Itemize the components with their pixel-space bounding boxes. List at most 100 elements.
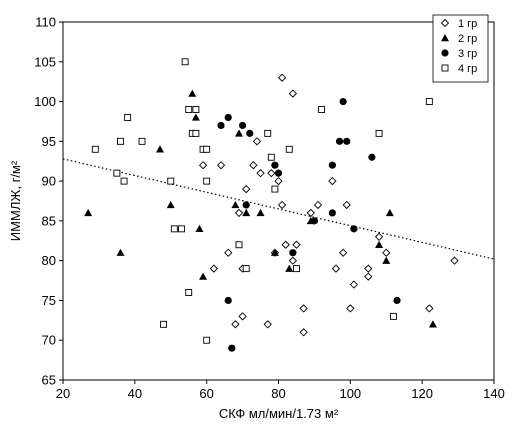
data-point	[375, 129, 383, 137]
x-tick-label: 60	[199, 386, 213, 401]
data-point	[167, 177, 175, 185]
data-point	[299, 328, 308, 337]
legend-marker	[441, 34, 449, 42]
data-point	[242, 208, 251, 217]
data-point	[252, 137, 262, 146]
data-point	[246, 129, 254, 137]
data-point	[339, 248, 348, 257]
data-point	[117, 137, 124, 145]
data-point	[91, 145, 99, 153]
data-point	[178, 225, 185, 233]
data-point	[256, 169, 265, 178]
data-point	[267, 169, 276, 178]
x-tick-label: 100	[339, 386, 361, 401]
data-point	[231, 320, 240, 329]
data-point	[217, 121, 225, 130]
trend-line	[62, 158, 495, 260]
data-point	[285, 264, 294, 272]
y-axis-ticks: 65 70 75 80 85 90 95 100 105 110	[34, 15, 63, 388]
y-tick-label: 100	[34, 94, 56, 109]
legend-marker	[441, 49, 449, 57]
data-point	[203, 145, 211, 153]
data-point	[310, 217, 319, 225]
x-tick-label: 20	[56, 386, 70, 401]
data-point	[274, 176, 283, 186]
data-point	[192, 106, 200, 113]
legend-marker	[441, 64, 449, 72]
data-point	[199, 272, 208, 280]
data-point	[274, 169, 283, 177]
data-point	[331, 264, 341, 273]
data-point	[209, 264, 218, 273]
data-point	[113, 169, 121, 177]
y-tick-label: 85	[42, 213, 56, 228]
data-point	[339, 97, 347, 106]
data-point	[289, 249, 297, 257]
legend-marker	[440, 18, 450, 28]
data-point	[318, 106, 326, 113]
data-point	[195, 224, 204, 233]
data-point	[328, 209, 336, 217]
data-point	[192, 129, 200, 137]
data-point	[425, 98, 433, 106]
data-point	[293, 265, 300, 273]
y-tick-label: 80	[42, 253, 56, 268]
data-point	[374, 232, 384, 241]
data-points	[84, 58, 459, 352]
x-tick-label: 80	[271, 386, 285, 401]
data-point	[203, 336, 211, 344]
data-point	[249, 161, 258, 170]
series-4	[91, 58, 433, 344]
data-point	[224, 296, 232, 305]
data-point	[271, 161, 279, 169]
data-point	[198, 161, 208, 170]
legend-label: 3 гр	[458, 48, 477, 60]
data-point	[277, 73, 287, 82]
y-tick-label: 95	[42, 134, 56, 149]
data-point	[389, 312, 397, 320]
series-3	[217, 97, 401, 352]
data-point	[285, 145, 293, 153]
data-point	[299, 304, 308, 313]
y-tick-label: 90	[42, 174, 56, 189]
y-tick-label: 70	[42, 333, 56, 348]
data-point	[288, 89, 298, 98]
data-point	[242, 184, 251, 194]
data-point	[264, 129, 272, 137]
data-point	[267, 153, 275, 161]
data-point	[170, 225, 178, 233]
data-point	[277, 200, 287, 210]
data-point	[270, 248, 279, 256]
data-point	[155, 145, 164, 153]
data-point	[238, 312, 247, 321]
data-point	[328, 161, 336, 169]
data-point	[181, 58, 189, 66]
data-point	[335, 137, 344, 145]
data-point	[231, 200, 240, 209]
data-point	[425, 304, 434, 313]
data-point	[242, 265, 250, 273]
data-point	[385, 208, 394, 217]
plot-area	[62, 21, 495, 381]
legend-label: 1 гр	[458, 18, 477, 30]
data-point	[364, 272, 373, 281]
data-point	[216, 161, 226, 170]
legend: 1 гр 2 гр 3 гр 4 гр	[432, 14, 489, 83]
trend-line-group	[62, 158, 495, 260]
y-tick-label: 75	[42, 293, 56, 308]
data-point	[343, 137, 351, 145]
data-point	[350, 225, 358, 233]
data-point	[160, 320, 168, 328]
data-point	[124, 114, 132, 121]
data-point	[393, 296, 401, 305]
x-tick-label: 120	[411, 386, 433, 401]
data-point	[450, 256, 459, 265]
x-tick-label: 140	[483, 386, 505, 401]
data-point	[382, 248, 391, 257]
y-tick-label: 65	[42, 373, 56, 388]
data-point	[234, 129, 243, 137]
data-point	[238, 121, 247, 130]
data-point	[191, 113, 200, 121]
data-point	[185, 106, 193, 113]
